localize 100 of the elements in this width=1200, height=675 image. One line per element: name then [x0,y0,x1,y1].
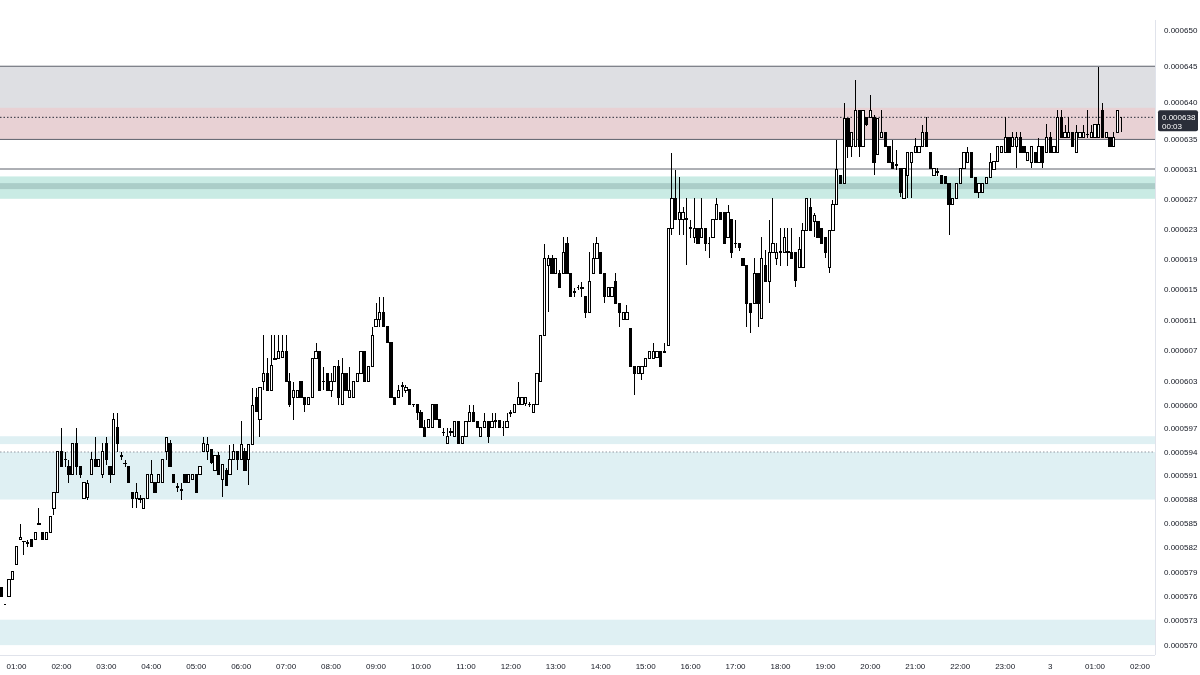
candlestick [119,451,123,461]
y-tick-label: 0.000627 [1164,194,1198,204]
candlestick [74,427,79,476]
candlestick [1097,66,1101,139]
candlestick [1003,116,1007,154]
candlestick [625,304,629,321]
y-tick-label: 0.000645 [1164,62,1198,72]
candlestick [22,540,26,556]
x-tick-label: 10:00 [410,661,432,671]
candlestick [1056,109,1060,154]
y-tick-label: 0.000582 [1164,543,1198,553]
candlestick [494,412,498,429]
y-tick-label: 0.000579 [1164,567,1198,577]
candlestick [187,474,191,484]
candlestick [168,439,172,468]
y-tick-label: 0.000640 [1164,98,1198,108]
candlestick [41,531,45,541]
candlestick [348,366,352,398]
x-tick-label: 04:00 [141,661,162,671]
candlestick [1029,146,1034,169]
y-tick-label: 0.000603 [1164,377,1198,387]
y-tick-label: 0.000585 [1164,519,1198,529]
candlestick [685,197,689,266]
candlestick [842,102,846,184]
x-tick-label: 03:00 [96,661,117,671]
candlestick [891,139,895,169]
x-tick-label: 14:00 [590,661,612,671]
candlestick [172,474,176,484]
x-tick-label: 09:00 [366,661,387,671]
candlestick [134,482,138,508]
candlestick [778,227,783,267]
x-tick-label: 3 [1047,661,1053,671]
y-tick-label: 0.000615 [1164,285,1198,295]
y-tick-label: 0.000635 [1164,135,1198,145]
y-tick-label: 0.000573 [1164,616,1198,626]
candlestick [18,523,22,541]
y-tick-label: 0.000597 [1164,424,1198,434]
x-tick-label: 06:00 [231,661,252,671]
x-tick-label: 02:00 [1130,661,1151,671]
x-tick-label: 18:00 [770,661,792,671]
candlestick [924,116,929,148]
y-tick-label: 0.000650 [1164,25,1198,35]
y-tick-label: 0.000619 [1164,254,1198,264]
x-tick-label: 19:00 [815,661,836,671]
y-tick-label: 0.000623 [1164,224,1198,234]
candlestick [336,359,341,406]
x-tick-label: 16:00 [680,661,702,671]
x-tick-label: 08:00 [321,661,342,671]
y-tick-label: 0.000607 [1164,346,1198,356]
y-tick-label: 0.000576 [1164,591,1198,601]
candlestick [160,459,165,484]
candlestick [441,427,446,437]
x-tick-label: 17:00 [725,661,747,671]
candlestick [183,474,187,484]
x-tick-label: 07:00 [276,661,297,671]
x-tick-label: 05:00 [186,661,207,671]
candlestick [37,507,41,525]
x-tick-label: 01:00 [6,661,28,671]
candlestick [277,334,281,359]
y-tick-label: 0.000591 [1164,471,1198,481]
candlestick [936,167,940,177]
candlestick [692,197,696,244]
x-tick-label: 02:00 [51,661,72,671]
x-tick-label: 15:00 [635,661,657,671]
candlestick [939,175,944,184]
candlestick [786,227,790,267]
ref-line-label: 0.000638 [1162,113,1196,123]
candlestick [1085,109,1090,139]
candlestick [430,404,434,429]
x-tick-label: 12:00 [500,661,522,671]
y-tick-label: 0.000570 [1164,640,1198,650]
candlestick [1014,131,1019,169]
candlestick [456,420,461,444]
candlestick [269,334,273,391]
candlestick [0,587,4,597]
candlestick [363,350,367,383]
candlestick [898,167,902,198]
x-tick-label: 21:00 [905,661,926,671]
y-tick-label: 0.000611 [1164,315,1198,325]
candlestick [82,482,86,500]
candlestick [445,427,449,444]
candlestick [14,546,19,565]
candlestick [906,152,910,199]
x-tick-label: 22:00 [950,661,971,671]
candlestick [205,436,210,461]
candlestick [524,396,528,407]
candlestick [340,357,344,406]
candlestick [378,296,382,328]
x-tick-label: 13:00 [545,661,567,671]
x-tick-label: 11:00 [456,661,477,671]
candlestick [1112,131,1116,148]
y-tick-label: 0.000588 [1164,495,1198,505]
candlestick [86,479,90,501]
y-tick-label: 0.000600 [1164,400,1198,410]
text: 00:03 [1162,122,1183,132]
x-tick-label: 23:00 [995,661,1016,671]
candlestick [1115,109,1120,133]
candlestick [651,342,655,359]
candlestick [400,381,404,398]
x-tick-label: 01:00 [1085,661,1106,671]
